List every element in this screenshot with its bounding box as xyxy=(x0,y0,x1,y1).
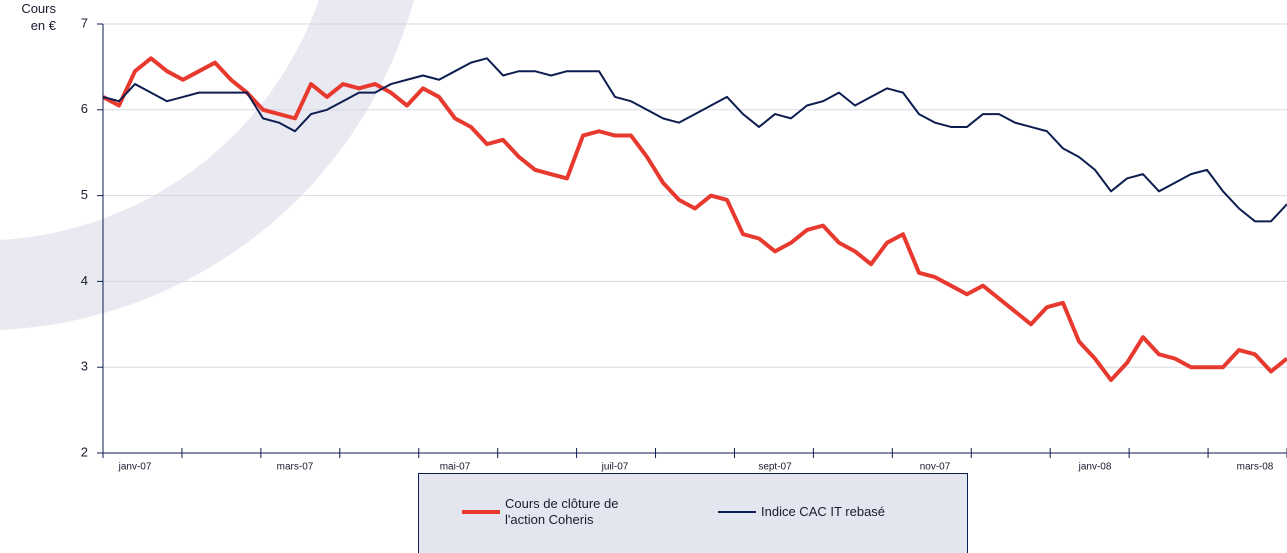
x-tick-label: sept-07 xyxy=(758,462,792,473)
x-tick-label: mars-07 xyxy=(277,462,314,473)
x-tick-label: mars-08 xyxy=(1237,462,1274,473)
y-tick-label: 6 xyxy=(81,101,88,116)
legend-item: Cours de clôture de l'action Coheris xyxy=(462,496,635,528)
plot-area xyxy=(102,56,1287,383)
x-tick-label: janv-07 xyxy=(118,462,152,473)
y-tick-label: 4 xyxy=(81,273,88,288)
x-tick-label: mai-07 xyxy=(440,462,471,473)
series-line xyxy=(102,56,1287,383)
series-line xyxy=(102,57,1287,223)
x-tick-label: janv-08 xyxy=(1078,462,1112,473)
y-axis-label: Cours en € xyxy=(21,1,56,33)
y-tick-label: 3 xyxy=(81,359,88,374)
legend-item: Indice CAC IT rebasé xyxy=(718,504,961,520)
x-tick-label: nov-07 xyxy=(920,462,951,473)
legend-swatch xyxy=(718,511,756,513)
background-ring xyxy=(0,0,414,330)
legend-swatch xyxy=(462,510,500,514)
x-tick-label: juil-07 xyxy=(601,462,629,473)
legend-label: Cours de clôture de l'action Coheris xyxy=(505,496,619,527)
y-tick-label: 2 xyxy=(81,444,88,459)
y-tick-label: 5 xyxy=(81,187,88,202)
y-tick-label: 7 xyxy=(81,15,88,30)
legend-label: Indice CAC IT rebasé xyxy=(761,504,886,519)
legend: Cours de clôture de l'action Coheris Indi… xyxy=(418,473,968,553)
